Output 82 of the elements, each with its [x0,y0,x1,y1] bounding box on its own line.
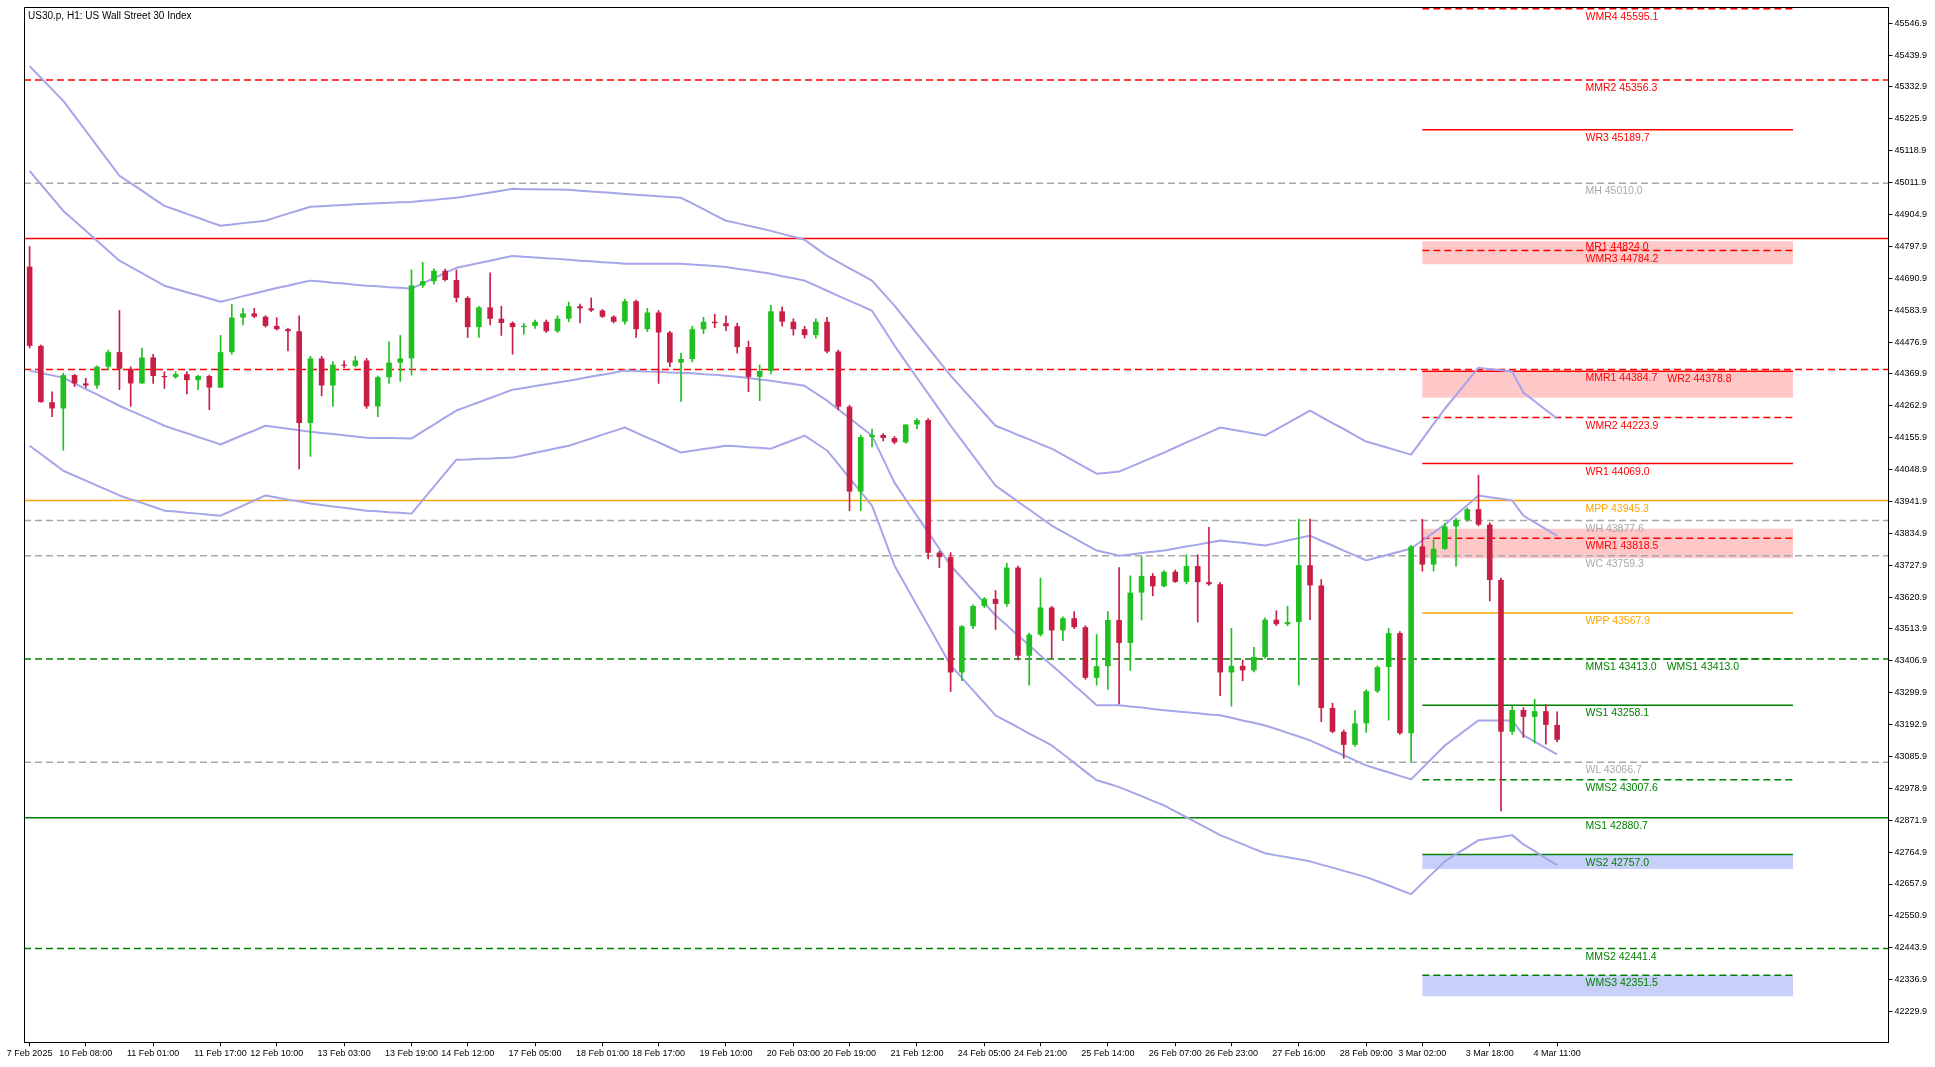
y-tick-label: 43834.9 [1894,527,1928,538]
x-tick-label: 12 Feb 10:00 [250,1048,304,1059]
y-tick-label: 44048.9 [1894,464,1928,475]
y-tick-label: 43620.9 [1894,591,1928,602]
y-tick-label: 42443.9 [1894,942,1928,953]
series-label: WMS3 42351.5 [1585,976,1659,989]
x-tick-label: 3 Mar 18:00 [1465,1048,1514,1059]
x-tick-label: 13 Feb 03:00 [317,1048,371,1059]
y-tick-label: 42978.9 [1894,782,1928,793]
y-tick-label: 44155.9 [1894,432,1928,443]
series-label: WMS2 43007.6 [1585,780,1659,793]
y-tick-label: 42764.9 [1894,846,1928,857]
series-label: WR3 45189.7 [1585,130,1650,143]
y-tick-label: 42871.9 [1894,814,1928,825]
series-label: WS2 42757.0 [1585,855,1650,868]
x-tick-label: 7 Feb 2025 [6,1048,53,1059]
y-tick-label: 44583.9 [1894,304,1928,315]
y-tick-label: 43085.9 [1894,750,1928,761]
x-tick-label: 20 Feb 19:00 [823,1048,877,1059]
y-tick-label: 42657.9 [1894,878,1928,889]
y-tick-label: 43941.9 [1894,495,1928,506]
x-tick-label: 18 Feb 01:00 [575,1048,629,1059]
ref-line-label: WL 43066.7 [1585,763,1642,776]
y-tick-label: 44904.9 [1894,208,1928,219]
series-label: WMR1 43818.5 [1585,539,1659,552]
x-tick-label: 25 Feb 14:00 [1081,1048,1135,1059]
x-tick-label: 27 Feb 16:00 [1272,1048,1326,1059]
y-tick-label: 42336.9 [1894,974,1928,985]
ref-line-label: WH 43877.6 [1585,521,1645,534]
y-tick-label: 44369.9 [1894,368,1928,379]
y-tick-label: 43406.9 [1894,655,1928,666]
ref-line-label: MH 45010.0 [1585,184,1643,197]
ref-line-label: MPP 43945.3 [1585,501,1650,514]
x-tick-label: 17 Feb 05:00 [508,1048,562,1059]
x-tick-label: 11 Feb 17:00 [194,1048,247,1059]
x-tick-label: 10 Feb 08:00 [59,1048,113,1059]
series-label: WS1 43258.1 [1585,706,1650,719]
x-tick-label: 24 Feb 21:00 [1013,1048,1067,1059]
ref-line-label: MMR2 45356.3 [1585,81,1658,94]
series-label: WR1 44069.0 [1585,464,1650,477]
y-tick-label: 44797.9 [1894,240,1928,251]
chart-title: US30.p, H1: US Wall Street 30 Index [28,10,192,22]
ref-line-label: MMS2 42441.4 [1585,949,1657,962]
y-tick-label: 45118.9 [1894,145,1927,156]
x-tick-label: 21 Feb 12:00 [890,1048,944,1059]
x-tick-label: 3 Mar 02:00 [1398,1048,1447,1059]
x-tick-label: 11 Feb 01:00 [126,1048,180,1059]
ref-line-label: MS1 42880.7 [1585,818,1649,831]
y-tick-label: 45011.9 [1894,177,1927,188]
x-tick-label: 28 Feb 09:00 [1339,1048,1393,1059]
ref-line-label: MMR1 44384.7 [1585,370,1658,383]
ref-line-label: WC 43759.3 [1585,556,1645,569]
x-tick-label: 26 Feb 23:00 [1204,1048,1258,1059]
y-tick-label: 43727.9 [1894,559,1928,570]
x-tick-label: 26 Feb 07:00 [1148,1048,1202,1059]
series-label: WR2 44378.8 [1667,372,1732,385]
x-tick-label: 4 Mar 11:00 [1533,1048,1581,1059]
y-tick-label: 43299.9 [1894,687,1928,698]
y-tick-label: 44690.9 [1894,272,1928,283]
x-tick-label: 13 Feb 19:00 [384,1048,439,1059]
series-label: WMR4 45595.1 [1585,10,1659,22]
y-tick-label: 45225.9 [1894,113,1928,124]
y-tick-label: 44262.9 [1894,400,1928,411]
y-tick-label: 43513.9 [1894,623,1928,634]
series-label: WPP 43567.9 [1585,614,1651,627]
y-tick-label: 45439.9 [1894,49,1928,60]
series-label: WMS1 43413.0 [1666,660,1740,673]
y-tick-label: 42229.9 [1894,1006,1928,1017]
y-tick-label: 43192.9 [1894,719,1928,730]
ref-line-label: MMS1 43413.0 [1585,660,1657,673]
y-tick-label: 45332.9 [1894,81,1928,92]
x-tick-label: 18 Feb 17:00 [632,1048,686,1059]
series-label: WMR2 44223.9 [1585,418,1659,431]
x-tick-label: 19 Feb 10:00 [699,1048,753,1059]
series-label: WMR3 44784.2 [1585,251,1659,264]
y-tick-label: 42550.9 [1894,910,1928,921]
ref-line-label: MR1 44824.0 [1585,239,1649,252]
x-tick-label: 24 Feb 05:00 [957,1048,1011,1059]
y-tick-label: 45546.9 [1894,17,1928,28]
x-tick-label: 14 Feb 12:00 [441,1048,495,1059]
x-tick-label: 20 Feb 03:00 [766,1048,820,1059]
y-tick-label: 44476.9 [1894,336,1928,347]
